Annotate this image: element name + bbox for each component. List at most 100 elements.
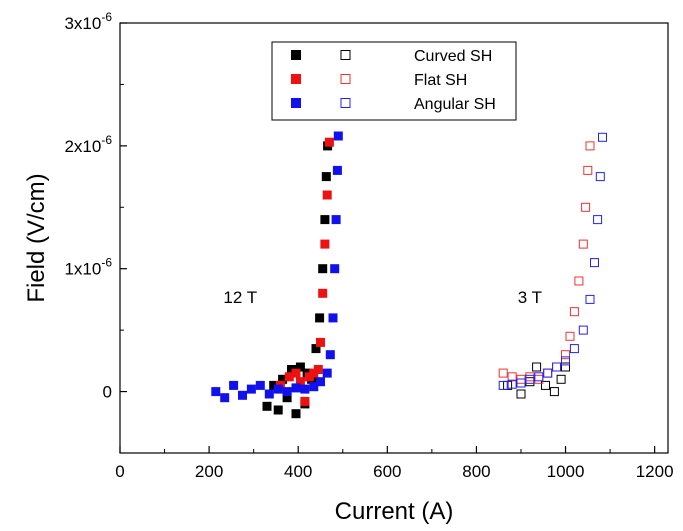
data-point <box>238 390 247 400</box>
data-point <box>578 239 588 249</box>
data-point <box>581 202 591 212</box>
x-tick-label: 1000 <box>547 462 585 481</box>
data-point <box>561 350 570 360</box>
data-point <box>598 132 607 142</box>
legend-marker-filled <box>291 74 301 84</box>
legend-label: Curved SH <box>414 48 492 65</box>
x-tick-label: 0 <box>115 462 124 481</box>
data-point <box>574 276 584 286</box>
data-point <box>331 215 341 225</box>
data-point <box>585 141 595 151</box>
series-angular-sh-12T <box>211 131 343 403</box>
data-point <box>516 389 526 399</box>
data-point <box>595 172 605 182</box>
data-point <box>330 264 340 274</box>
data-point <box>525 377 535 387</box>
legend-marker-open <box>340 74 351 84</box>
y-tick-label: 2x10-6 <box>64 133 112 156</box>
data-point <box>532 362 542 372</box>
data-point <box>320 239 330 249</box>
series-angular-sh-3T <box>498 132 607 390</box>
data-point <box>211 387 221 397</box>
data-point <box>541 380 550 390</box>
y-tick-base: 0 <box>103 383 112 402</box>
data-point <box>543 368 553 378</box>
y-tick-base: 2x10 <box>64 137 101 156</box>
data-point <box>321 172 331 182</box>
data-point <box>313 365 323 374</box>
data-point <box>282 393 292 403</box>
data-point <box>229 380 239 390</box>
data-point <box>316 377 325 387</box>
data-point <box>318 288 328 298</box>
y-tick-base: 1x10 <box>64 260 101 279</box>
y-tick-exponent: -6 <box>101 10 112 24</box>
data-point <box>552 362 562 372</box>
data-point <box>300 396 310 406</box>
data-point <box>543 368 553 378</box>
data-point <box>309 382 319 392</box>
data-point <box>295 377 305 387</box>
annotation-label: 12 T <box>223 288 257 307</box>
x-tick-label: 200 <box>195 462 223 481</box>
data-point <box>583 165 593 175</box>
data-point <box>246 384 256 394</box>
data-point <box>273 384 283 394</box>
data-point <box>585 294 595 304</box>
data-point <box>316 337 325 347</box>
data-point <box>325 350 335 360</box>
data-point <box>262 401 272 411</box>
legend-marker-filled <box>291 50 301 60</box>
data-point <box>593 215 603 225</box>
data-point <box>300 384 310 394</box>
series-flat-sh-3T <box>498 141 595 384</box>
y-tick-label: 3x10-6 <box>64 10 112 33</box>
x-tick-label: 1200 <box>636 462 674 481</box>
data-point <box>525 374 535 384</box>
data-point <box>552 362 562 372</box>
data-point <box>324 137 334 147</box>
legend-label: Flat SH <box>414 72 467 89</box>
data-point <box>556 374 566 384</box>
data-point <box>525 372 535 382</box>
x-tick-label: 800 <box>462 462 490 481</box>
data-point <box>220 393 230 403</box>
data-point <box>291 368 301 378</box>
legend-marker-open <box>340 50 351 60</box>
data-point <box>278 374 288 384</box>
legend-label: Angular SH <box>414 96 496 113</box>
plot-frame <box>119 22 669 454</box>
data-point <box>507 379 517 389</box>
data-point <box>590 258 599 268</box>
data-point <box>561 356 570 366</box>
data-point <box>549 387 559 397</box>
data-point <box>569 307 579 317</box>
data-point <box>569 344 579 354</box>
y-tick-exponent: -6 <box>101 133 112 147</box>
data-point <box>322 368 332 378</box>
data-point <box>565 331 575 341</box>
y-tick-exponent: -6 <box>101 256 112 270</box>
legend-marker-open <box>340 98 351 108</box>
data-point <box>291 383 301 393</box>
data-point <box>534 372 544 382</box>
data-point <box>507 372 517 382</box>
x-tick-label: 600 <box>373 462 401 481</box>
data-point <box>273 405 283 415</box>
data-point <box>315 313 325 323</box>
data-point <box>311 344 321 354</box>
series-curved-sh-3T <box>503 362 570 399</box>
data-point <box>333 131 343 141</box>
x-axis-label: Current (A) <box>335 498 454 525</box>
y-tick-label: 1x10-6 <box>64 256 112 279</box>
data-point <box>318 264 328 274</box>
annotations: 12 T 3 T <box>223 288 542 307</box>
legend-box <box>271 41 517 121</box>
data-point <box>516 378 526 388</box>
data-point <box>332 165 342 175</box>
data-point <box>498 380 508 390</box>
data-point <box>561 362 570 372</box>
y-axis-label: Field (V/cm) <box>23 173 50 302</box>
